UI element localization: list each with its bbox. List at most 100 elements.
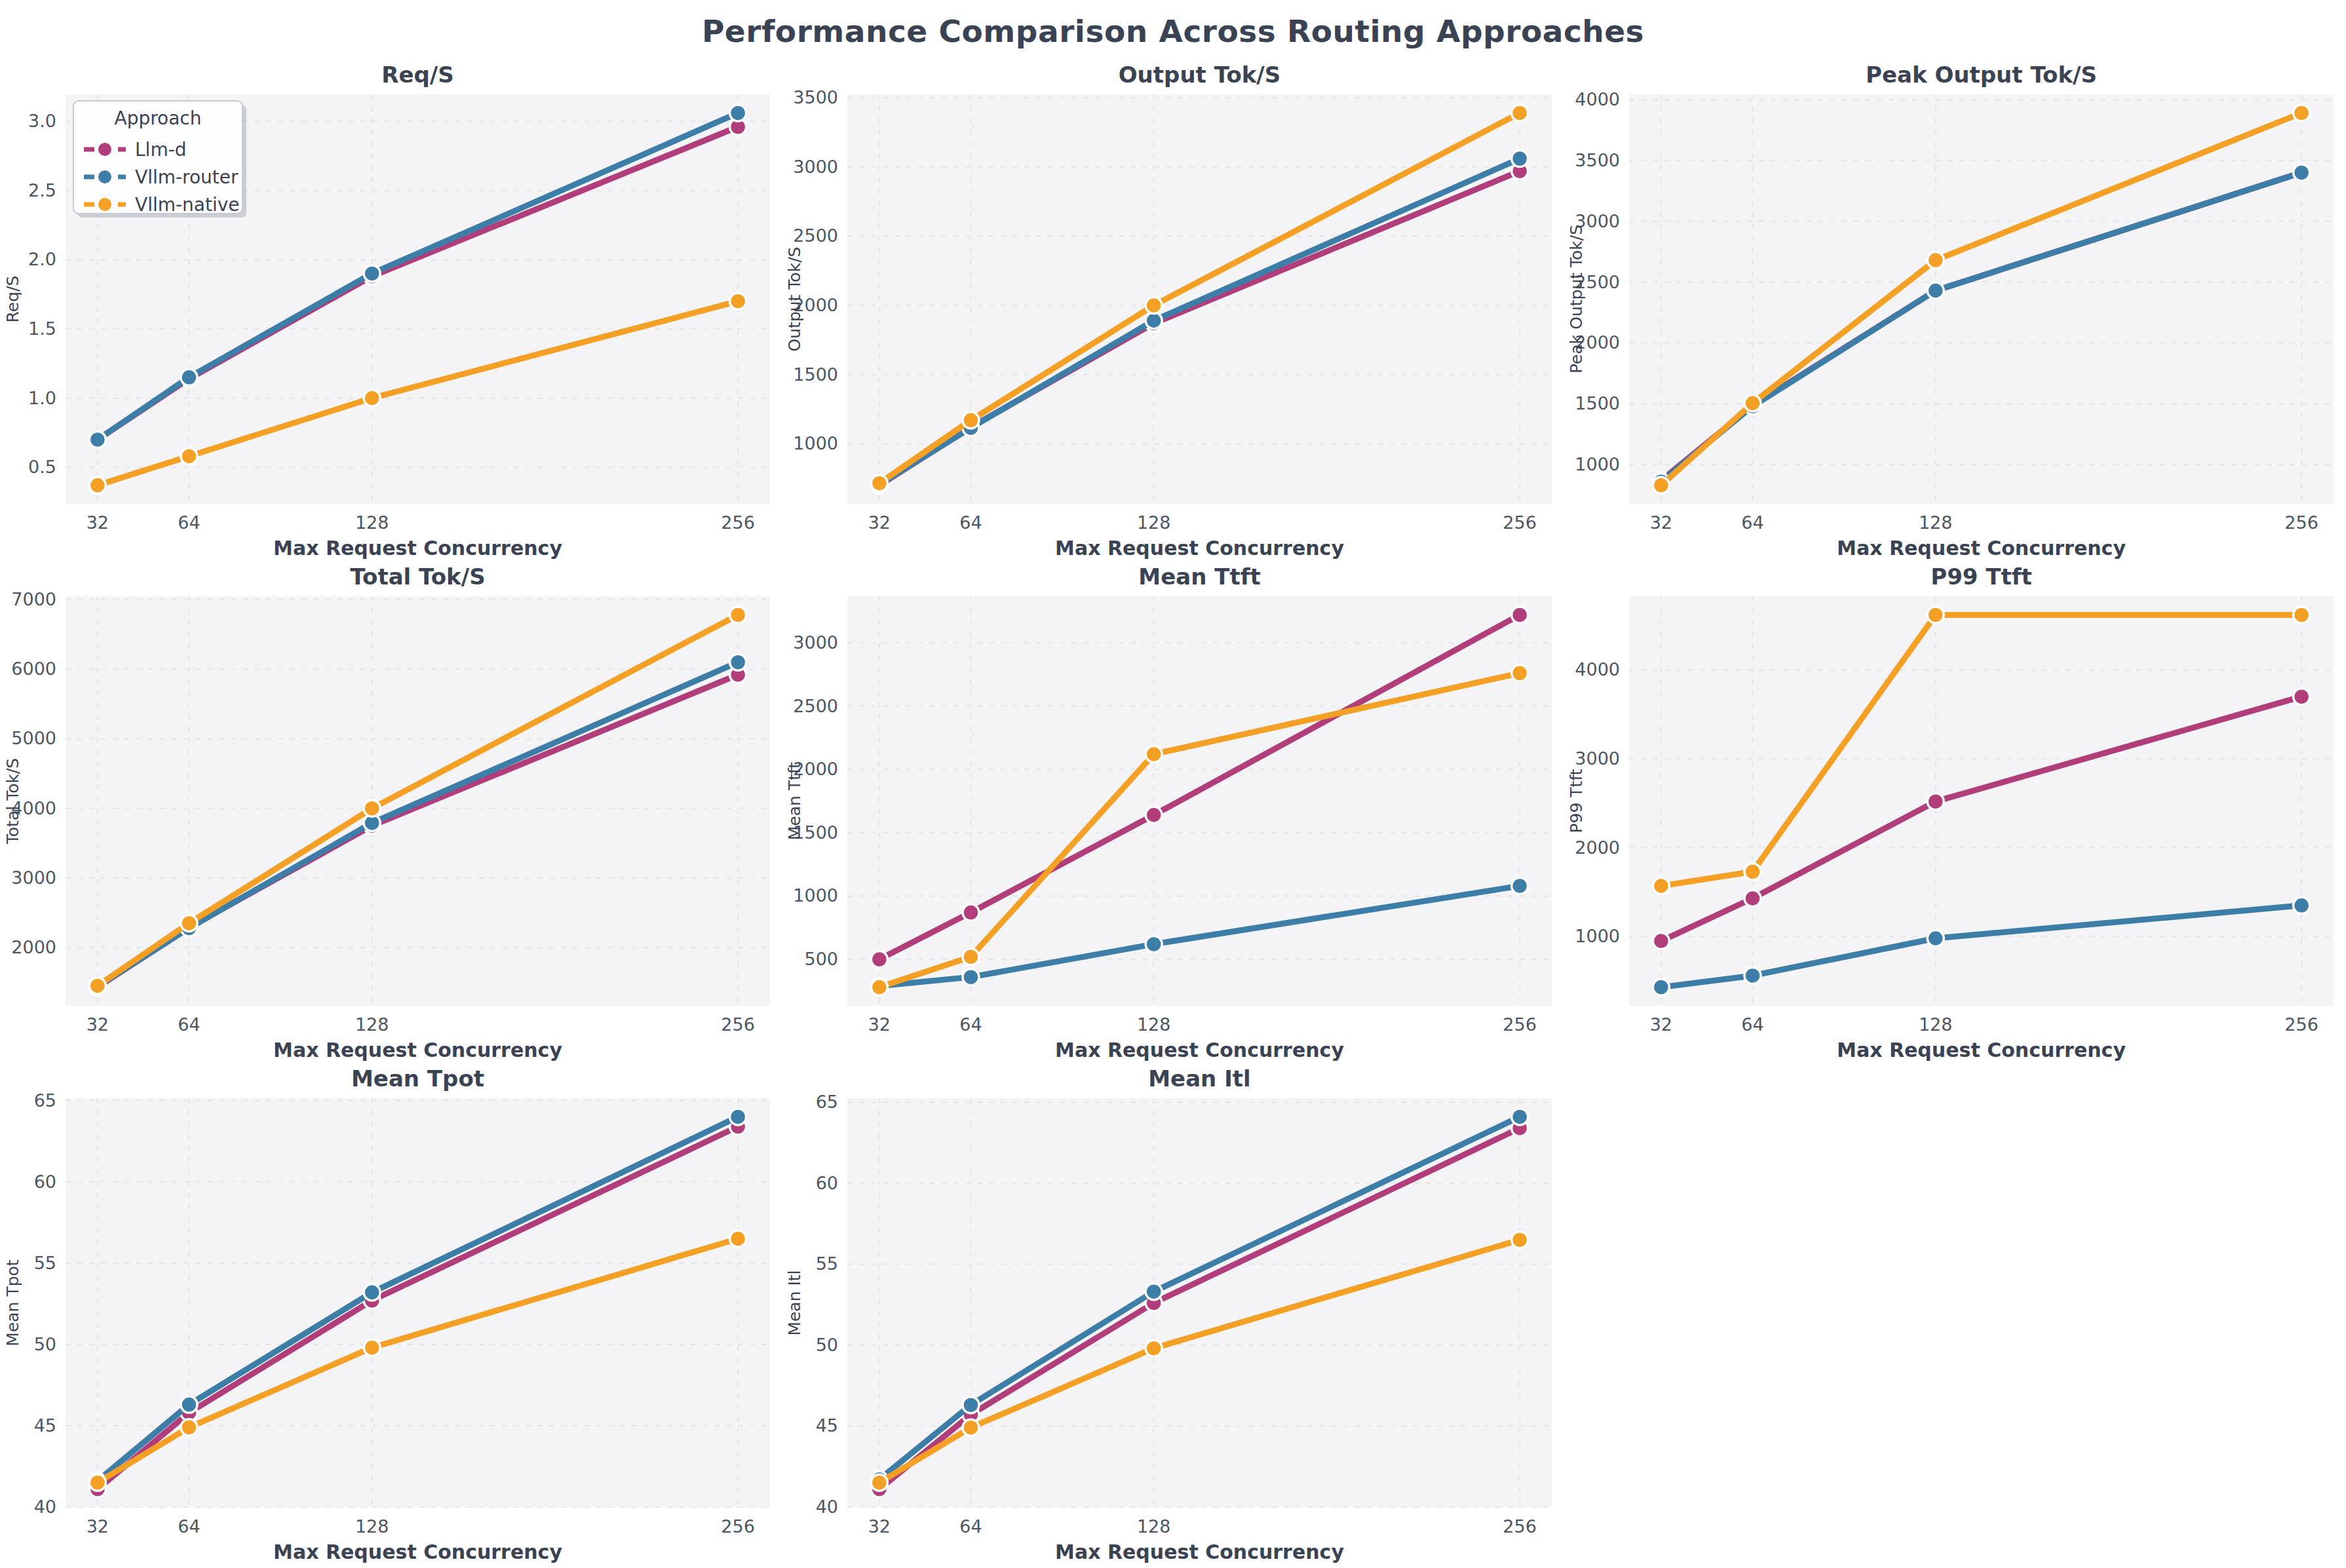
legend-marker-llm-d bbox=[98, 142, 113, 157]
y-tick-label: 4000 bbox=[1575, 89, 1620, 109]
charts-grid: 32641282560.51.01.52.02.53.0Req/SReq/SMa… bbox=[0, 60, 2346, 1566]
y-tick-label: 2500 bbox=[793, 696, 838, 716]
x-tick-label: 64 bbox=[178, 1516, 200, 1537]
marker-vllm-native-128 bbox=[364, 800, 380, 816]
chart-output-tok-s: 3264128256100015002000250030003500Output… bbox=[782, 60, 1564, 562]
marker-vllm-native-256 bbox=[730, 1231, 746, 1247]
legend-title: Approach bbox=[114, 107, 201, 129]
marker-vllm-router-64 bbox=[963, 1397, 979, 1413]
chart-cell-req-s: 32641282560.51.01.52.02.53.0Req/SReq/SMa… bbox=[0, 60, 782, 562]
x-tick-label: 32 bbox=[87, 1516, 109, 1537]
y-tick-label: 2000 bbox=[1575, 837, 1620, 858]
marker-vllm-native-128 bbox=[364, 1339, 380, 1356]
x-tick-label: 128 bbox=[1137, 512, 1171, 533]
x-tick-label: 256 bbox=[1503, 1516, 1537, 1537]
y-tick-label: 65 bbox=[34, 1090, 56, 1111]
y-tick-label: 3.0 bbox=[28, 111, 56, 131]
legend: ApproachLlm-dVllm-routerVllm-native bbox=[73, 101, 246, 218]
x-axis-label: Max Request Concurrency bbox=[273, 537, 562, 560]
chart-mean-tpot: 3264128256404550556065Mean TpotMean Tpot… bbox=[0, 1064, 782, 1566]
y-tick-label: 1500 bbox=[1575, 393, 1620, 413]
y-tick-label: 1000 bbox=[1575, 454, 1620, 474]
y-tick-label: 55 bbox=[816, 1253, 838, 1274]
x-tick-label: 128 bbox=[1919, 512, 1953, 533]
marker-vllm-native-64 bbox=[963, 949, 979, 965]
chart-title: Req/S bbox=[381, 62, 453, 88]
figure-title: Performance Comparison Across Routing Ap… bbox=[0, 0, 2346, 60]
marker-vllm-native-256 bbox=[730, 607, 746, 623]
marker-vllm-native-256 bbox=[1512, 665, 1528, 681]
marker-vllm-router-256 bbox=[1512, 877, 1528, 894]
y-tick-label: 4000 bbox=[1575, 659, 1620, 679]
chart-title: Mean Itl bbox=[1148, 1065, 1250, 1092]
x-tick-label: 64 bbox=[959, 1516, 982, 1537]
marker-vllm-native-32 bbox=[871, 1474, 887, 1491]
x-axis-label: Max Request Concurrency bbox=[1055, 1039, 1344, 1061]
marker-vllm-native-128 bbox=[1927, 252, 1944, 269]
y-tick-label: 2000 bbox=[11, 937, 56, 957]
marker-vllm-router-128 bbox=[1927, 930, 1944, 947]
marker-vllm-router-128 bbox=[1145, 1284, 1162, 1300]
x-tick-label: 256 bbox=[1503, 1014, 1537, 1035]
y-tick-label: 500 bbox=[804, 949, 838, 969]
y-axis-label: Total Tok/S bbox=[3, 758, 22, 845]
y-tick-label: 60 bbox=[34, 1172, 56, 1192]
x-axis-label: Max Request Concurrency bbox=[1837, 537, 2126, 560]
y-axis-label: Output Tok/S bbox=[785, 247, 804, 352]
marker-vllm-native-64 bbox=[963, 1419, 979, 1436]
figure-canvas: Performance Comparison Across Routing Ap… bbox=[0, 0, 2346, 1568]
x-tick-label: 32 bbox=[868, 512, 891, 533]
x-axis-label: Max Request Concurrency bbox=[273, 1540, 562, 1563]
chart-cell-mean-tpot: 3264128256404550556065Mean TpotMean Tpot… bbox=[0, 1064, 782, 1566]
x-tick-label: 256 bbox=[721, 1014, 755, 1035]
y-tick-label: 50 bbox=[816, 1335, 838, 1355]
y-tick-label: 2.0 bbox=[28, 249, 56, 269]
y-tick-label: 3000 bbox=[1575, 748, 1620, 769]
chart-req-s: 32641282560.51.01.52.02.53.0Req/SReq/SMa… bbox=[0, 60, 782, 562]
y-tick-label: 1000 bbox=[1575, 926, 1620, 946]
chart-title: Mean Ttft bbox=[1138, 564, 1260, 590]
x-tick-label: 32 bbox=[1650, 512, 1672, 533]
y-tick-label: 1500 bbox=[793, 364, 838, 385]
marker-llm-d-32 bbox=[871, 951, 887, 968]
y-tick-label: 3500 bbox=[1575, 150, 1620, 170]
marker-vllm-native-32 bbox=[1653, 878, 1669, 894]
y-tick-label: 3000 bbox=[11, 868, 56, 888]
x-tick-label: 128 bbox=[1137, 1014, 1171, 1035]
x-tick-label: 64 bbox=[1741, 1014, 1763, 1035]
x-tick-label: 128 bbox=[355, 512, 389, 533]
y-axis-label: Req/S bbox=[3, 276, 22, 323]
chart-cell-p99-ttft: 32641282561000200030004000P99 TtftP99 Tt… bbox=[1564, 562, 2345, 1064]
plot-area bbox=[1629, 94, 2334, 504]
marker-vllm-router-64 bbox=[963, 969, 979, 985]
chart-cell-total-tok-s: 3264128256200030004000500060007000Total … bbox=[0, 562, 782, 1064]
x-axis-label: Max Request Concurrency bbox=[273, 1039, 562, 1061]
marker-vllm-native-256 bbox=[1512, 1232, 1528, 1248]
marker-vllm-native-32 bbox=[871, 475, 887, 491]
marker-vllm-native-32 bbox=[1653, 477, 1669, 493]
x-tick-label: 64 bbox=[178, 1014, 200, 1035]
x-axis-label: Max Request Concurrency bbox=[1055, 537, 1344, 560]
x-tick-label: 32 bbox=[87, 512, 109, 533]
marker-vllm-native-64 bbox=[181, 915, 197, 931]
marker-vllm-router-256 bbox=[1512, 151, 1528, 167]
plot-area bbox=[1629, 596, 2334, 1006]
x-tick-label: 128 bbox=[355, 1516, 389, 1537]
marker-vllm-router-256 bbox=[2294, 897, 2310, 913]
y-tick-label: 3000 bbox=[793, 157, 838, 177]
y-tick-label: 45 bbox=[816, 1415, 838, 1436]
x-tick-label: 32 bbox=[868, 1014, 891, 1035]
x-tick-label: 128 bbox=[355, 1014, 389, 1035]
chart-title: Output Tok/S bbox=[1119, 62, 1281, 88]
chart-peak-output-tok-s: 32641282561000150020002500300035004000Pe… bbox=[1564, 60, 2345, 562]
chart-title: Peak Output Tok/S bbox=[1866, 62, 2097, 88]
marker-vllm-native-64 bbox=[1744, 864, 1761, 880]
marker-vllm-native-256 bbox=[1512, 105, 1528, 121]
y-tick-label: 1.0 bbox=[28, 388, 56, 408]
y-tick-label: 3500 bbox=[793, 87, 838, 107]
marker-vllm-router-128 bbox=[364, 1284, 380, 1301]
marker-vllm-native-32 bbox=[871, 979, 887, 995]
x-tick-label: 32 bbox=[87, 1014, 109, 1035]
x-tick-label: 256 bbox=[1503, 512, 1537, 533]
marker-vllm-router-128 bbox=[364, 265, 380, 282]
